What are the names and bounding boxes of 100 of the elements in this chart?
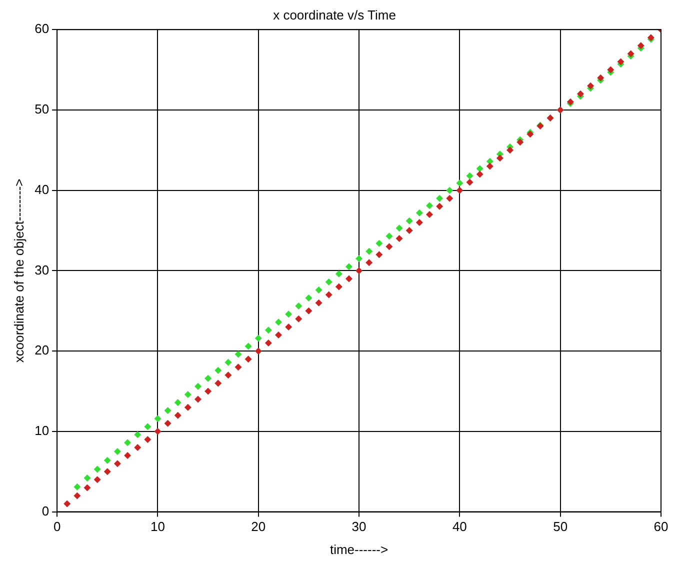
point: [466, 178, 474, 186]
point: [506, 146, 514, 154]
point: [426, 210, 433, 218]
point: [74, 483, 81, 490]
point: [396, 235, 403, 242]
point: [114, 460, 121, 468]
point: [164, 407, 172, 414]
point: [254, 348, 262, 355]
point: [436, 194, 444, 202]
point: [224, 358, 232, 366]
point: [576, 90, 584, 98]
point: [134, 431, 142, 438]
point: [356, 255, 363, 262]
point: [376, 251, 383, 258]
y-tick-label: 40: [34, 182, 50, 197]
point: [315, 299, 322, 306]
point: [104, 468, 111, 476]
point: [617, 58, 624, 66]
x-tick-label: 20: [251, 519, 266, 534]
point: [254, 334, 262, 342]
point: [446, 194, 454, 202]
point: [476, 170, 484, 178]
point: [305, 307, 312, 314]
point: [597, 74, 604, 82]
point: [104, 456, 111, 464]
point: [264, 340, 272, 347]
point: [184, 404, 192, 411]
chart-title: x coordinate v/s Time: [273, 7, 396, 22]
point: [244, 356, 252, 363]
x-tick-label: 10: [150, 519, 165, 534]
point: [456, 180, 464, 187]
point: [144, 423, 152, 430]
point: [366, 248, 373, 255]
point: [446, 186, 454, 194]
point: [295, 315, 302, 322]
point: [406, 217, 413, 224]
point: [74, 492, 81, 500]
point: [64, 500, 71, 508]
point: [285, 310, 292, 318]
point: [214, 366, 222, 374]
point: [325, 291, 332, 298]
point: [416, 218, 423, 226]
point: [386, 232, 393, 240]
point: [174, 399, 182, 406]
y-tick-label: 0: [42, 503, 50, 518]
point: [436, 202, 444, 210]
y-tick-label: 10: [34, 423, 50, 438]
point: [345, 275, 352, 282]
point: [366, 259, 373, 266]
x-axis-title: time------>: [330, 542, 388, 557]
point: [305, 294, 312, 302]
point: [396, 224, 403, 232]
point: [607, 66, 614, 74]
point: [627, 50, 634, 58]
point: [204, 374, 212, 382]
x-tick-label: 50: [553, 519, 568, 534]
y-tick-label: 20: [34, 342, 50, 358]
x-tick-label: 60: [654, 519, 668, 534]
point: [335, 270, 342, 278]
y-tick-label: 30: [34, 262, 50, 278]
point: [244, 342, 252, 350]
point: [124, 439, 132, 446]
point: [114, 448, 121, 456]
point: [386, 243, 393, 250]
point: [496, 154, 504, 162]
y-axis-title: xcoordinate of the object-------->: [11, 178, 26, 363]
point: [637, 42, 644, 50]
point: [376, 240, 383, 247]
point: [184, 390, 192, 398]
point: [94, 476, 101, 484]
y-tick-label: 60: [34, 21, 50, 36]
point: [144, 436, 152, 443]
point: [214, 380, 222, 387]
point: [315, 286, 322, 294]
point: [134, 444, 142, 452]
point: [587, 82, 594, 90]
point: [234, 350, 242, 358]
point: [275, 331, 282, 338]
point: [325, 278, 332, 286]
point: [295, 302, 302, 310]
point: [264, 326, 272, 334]
point: [285, 323, 292, 330]
point: [224, 372, 232, 379]
point: [416, 209, 423, 216]
point: [194, 396, 202, 403]
point: [154, 415, 162, 422]
point: [486, 162, 494, 170]
point: [356, 267, 363, 274]
point: [94, 466, 101, 473]
point: [154, 428, 162, 435]
point: [516, 138, 524, 146]
y-tick-label: 50: [34, 102, 50, 117]
point: [84, 474, 91, 482]
point: [426, 202, 433, 210]
x-tick-label: 0: [53, 519, 61, 534]
x-tick-label: 40: [452, 519, 467, 534]
x-tick-label: 30: [352, 519, 366, 534]
point: [84, 484, 91, 492]
point: [124, 452, 132, 460]
point: [466, 172, 474, 180]
